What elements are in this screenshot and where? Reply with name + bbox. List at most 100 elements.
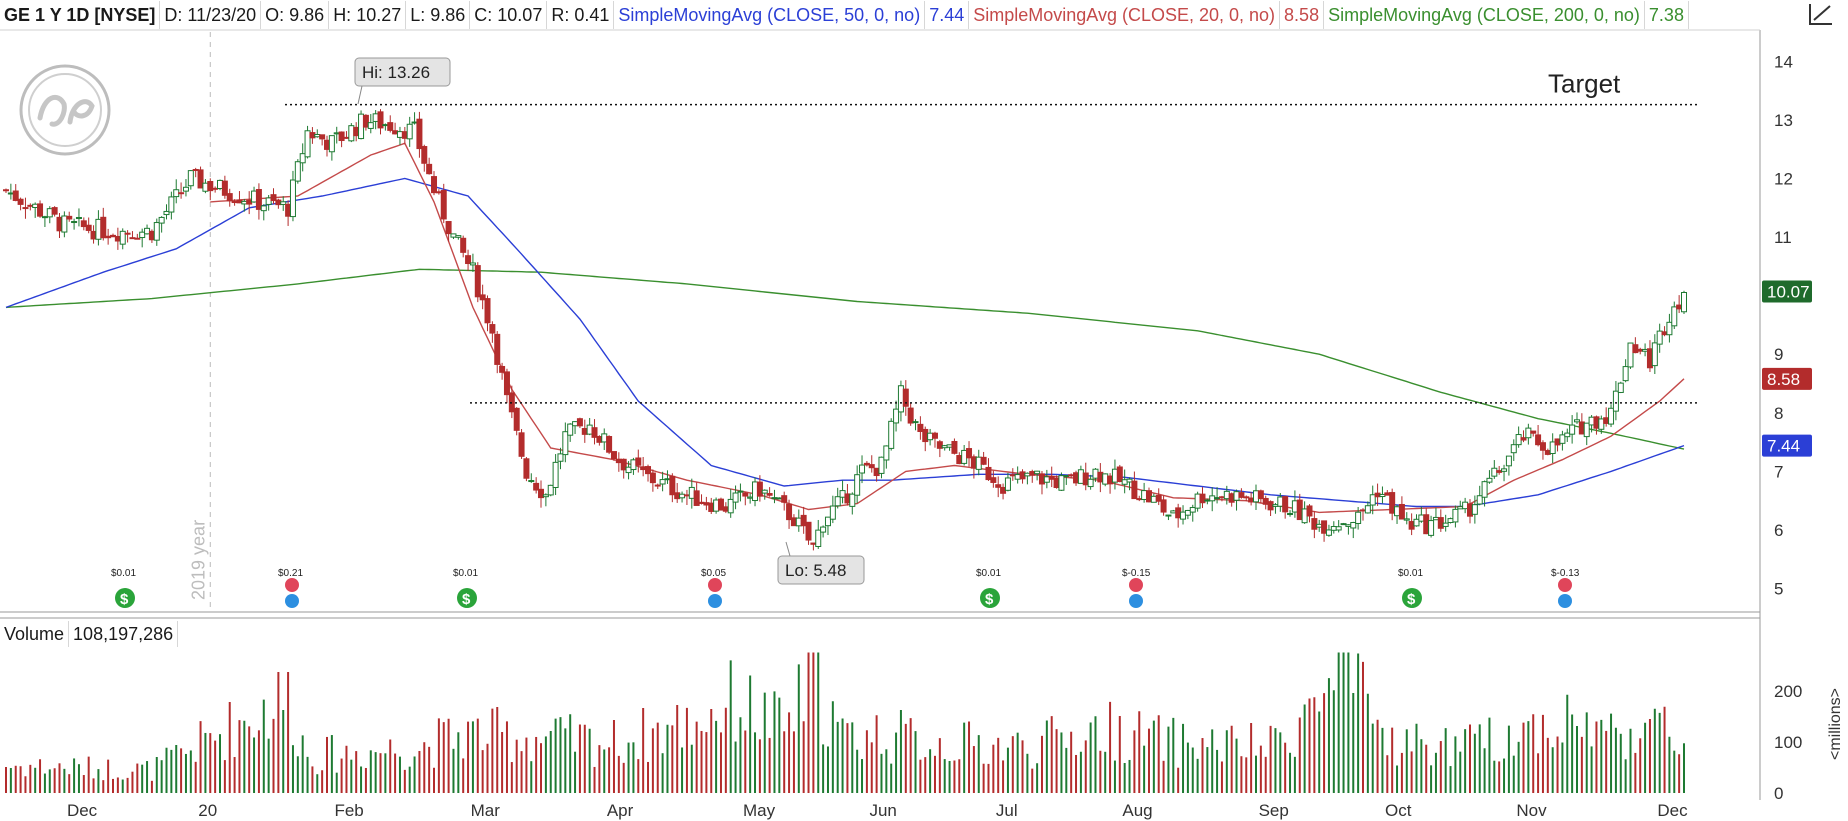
candle-body bbox=[499, 365, 506, 373]
candle-body bbox=[834, 496, 841, 507]
candle-body bbox=[747, 496, 754, 499]
candle-body bbox=[304, 130, 311, 158]
candle-body bbox=[601, 433, 608, 443]
candle-body bbox=[591, 427, 598, 438]
dividend-event-icon: $0.01 $ bbox=[453, 568, 478, 608]
x-tick-label: Sep bbox=[1259, 801, 1289, 820]
x-tick-label: Mar bbox=[471, 801, 501, 820]
candle-body bbox=[455, 235, 462, 238]
candle-body bbox=[1267, 501, 1274, 511]
candle-body bbox=[931, 432, 938, 439]
candle-body bbox=[1252, 490, 1259, 503]
candle-body bbox=[936, 441, 943, 449]
candle-body bbox=[1126, 478, 1133, 483]
candle-body bbox=[207, 181, 214, 192]
candle-body bbox=[1102, 473, 1109, 485]
candle-body bbox=[776, 497, 783, 500]
candle-body bbox=[362, 114, 369, 128]
close-label: C: 10.07 bbox=[470, 1, 548, 29]
candle-body bbox=[1145, 490, 1152, 503]
open-label: O: 9.86 bbox=[261, 1, 330, 29]
candle-body bbox=[416, 118, 423, 150]
candle-body bbox=[178, 192, 185, 195]
candle-body bbox=[528, 480, 535, 483]
date-label: D: 11/23/20 bbox=[160, 1, 262, 29]
candle-body bbox=[1598, 418, 1605, 430]
candle-body bbox=[902, 388, 909, 407]
candle-body bbox=[197, 169, 204, 189]
candle-body bbox=[348, 125, 355, 142]
candle-body bbox=[849, 493, 856, 507]
candle-body bbox=[440, 190, 447, 220]
candle-body bbox=[139, 231, 146, 239]
candle-body bbox=[3, 189, 9, 192]
candle-body bbox=[314, 134, 321, 138]
candle-body bbox=[465, 255, 472, 265]
volume-header: Volume 108,197,286 bbox=[0, 620, 179, 648]
volume-label: Volume bbox=[0, 621, 70, 647]
grid-layer bbox=[0, 29, 1761, 800]
candle-body bbox=[693, 490, 700, 506]
drawing-tool-icon[interactable] bbox=[1806, 0, 1836, 28]
candle-body bbox=[1291, 500, 1298, 513]
candle-body bbox=[153, 222, 160, 241]
candle-body bbox=[1180, 511, 1187, 520]
candle-body bbox=[844, 493, 851, 504]
candle-body bbox=[1170, 510, 1177, 514]
candle-body bbox=[1165, 514, 1172, 517]
event-label: $0.01 bbox=[1398, 568, 1423, 579]
candle-body bbox=[1325, 529, 1332, 536]
candle-body bbox=[1282, 496, 1289, 513]
price-tick-label: 12 bbox=[1774, 169, 1793, 188]
candle-body bbox=[1107, 475, 1114, 485]
sma20-badge-bg bbox=[1762, 367, 1812, 390]
candle-body bbox=[1301, 508, 1308, 524]
candle-body bbox=[1189, 507, 1196, 513]
candle-body bbox=[324, 139, 331, 150]
x-tick-label: Apr bbox=[607, 801, 634, 820]
sma20-label[interactable]: SimpleMovingAvg (CLOSE, 20, 0, no) bbox=[969, 1, 1281, 29]
candle-layer bbox=[3, 109, 1687, 551]
high-label: H: 10.27 bbox=[329, 1, 407, 29]
sma50-label[interactable]: SimpleMovingAvg (CLOSE, 50, 0, no) bbox=[614, 1, 926, 29]
candle-body bbox=[353, 126, 360, 137]
candle-body bbox=[1505, 455, 1512, 467]
volume-unit-label: <millions> bbox=[1827, 688, 1844, 760]
year-marker-label: 2019 year bbox=[188, 520, 208, 600]
candle-body bbox=[1398, 503, 1405, 520]
candle-body bbox=[1034, 470, 1041, 475]
earnings-circle bbox=[1558, 578, 1572, 592]
candle-body bbox=[431, 176, 438, 194]
candle-body bbox=[873, 467, 880, 477]
candle-body bbox=[557, 453, 564, 462]
candle-body bbox=[1272, 504, 1279, 507]
candle-body bbox=[1661, 331, 1668, 336]
candle-body bbox=[586, 424, 593, 435]
sma200-label[interactable]: SimpleMovingAvg (CLOSE, 200, 0, no) bbox=[1324, 1, 1645, 29]
candle-body bbox=[1452, 508, 1459, 523]
candle-body bbox=[129, 237, 136, 240]
candle-body bbox=[820, 526, 827, 533]
candle-body bbox=[7, 192, 14, 195]
candle-body bbox=[221, 180, 228, 196]
candle-body bbox=[474, 265, 481, 298]
candle-body bbox=[907, 407, 914, 424]
candle-body bbox=[946, 444, 953, 448]
x-tick-label: Feb bbox=[334, 801, 363, 820]
candle-body bbox=[1437, 517, 1444, 529]
candle-body bbox=[722, 506, 729, 512]
candle-body bbox=[1394, 506, 1401, 517]
symbol-label[interactable]: GE 1 Y 1D [NYSE] bbox=[0, 1, 161, 29]
candle-body bbox=[1048, 475, 1055, 480]
candle-body bbox=[951, 440, 958, 454]
candle-body bbox=[659, 479, 666, 485]
candle-body bbox=[105, 235, 112, 239]
candle-body bbox=[255, 189, 262, 210]
earnings-circle bbox=[285, 578, 299, 592]
dividend-circle bbox=[1402, 588, 1422, 608]
dividend-symbol: $ bbox=[462, 591, 471, 608]
candle-body bbox=[683, 494, 690, 497]
sma50-line bbox=[5, 177, 1685, 508]
candle-body bbox=[1578, 421, 1585, 435]
